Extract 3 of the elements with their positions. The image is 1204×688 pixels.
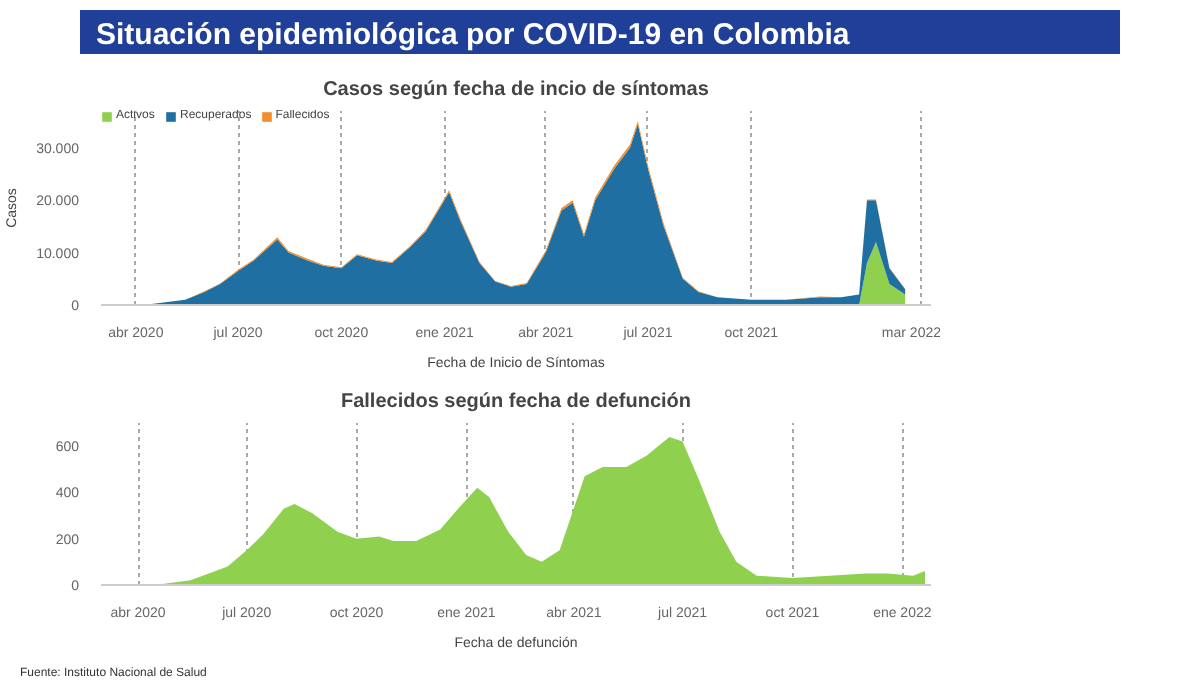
chart-title: Situación epidemiológica por COVID-19 en Colombia <box>96 16 850 56</box>
chart-subtitle: Casos según fecha de incio de síntomas <box>323 79 710 101</box>
chart-title: Fallecidos según fecha de defunción <box>340 391 692 413</box>
